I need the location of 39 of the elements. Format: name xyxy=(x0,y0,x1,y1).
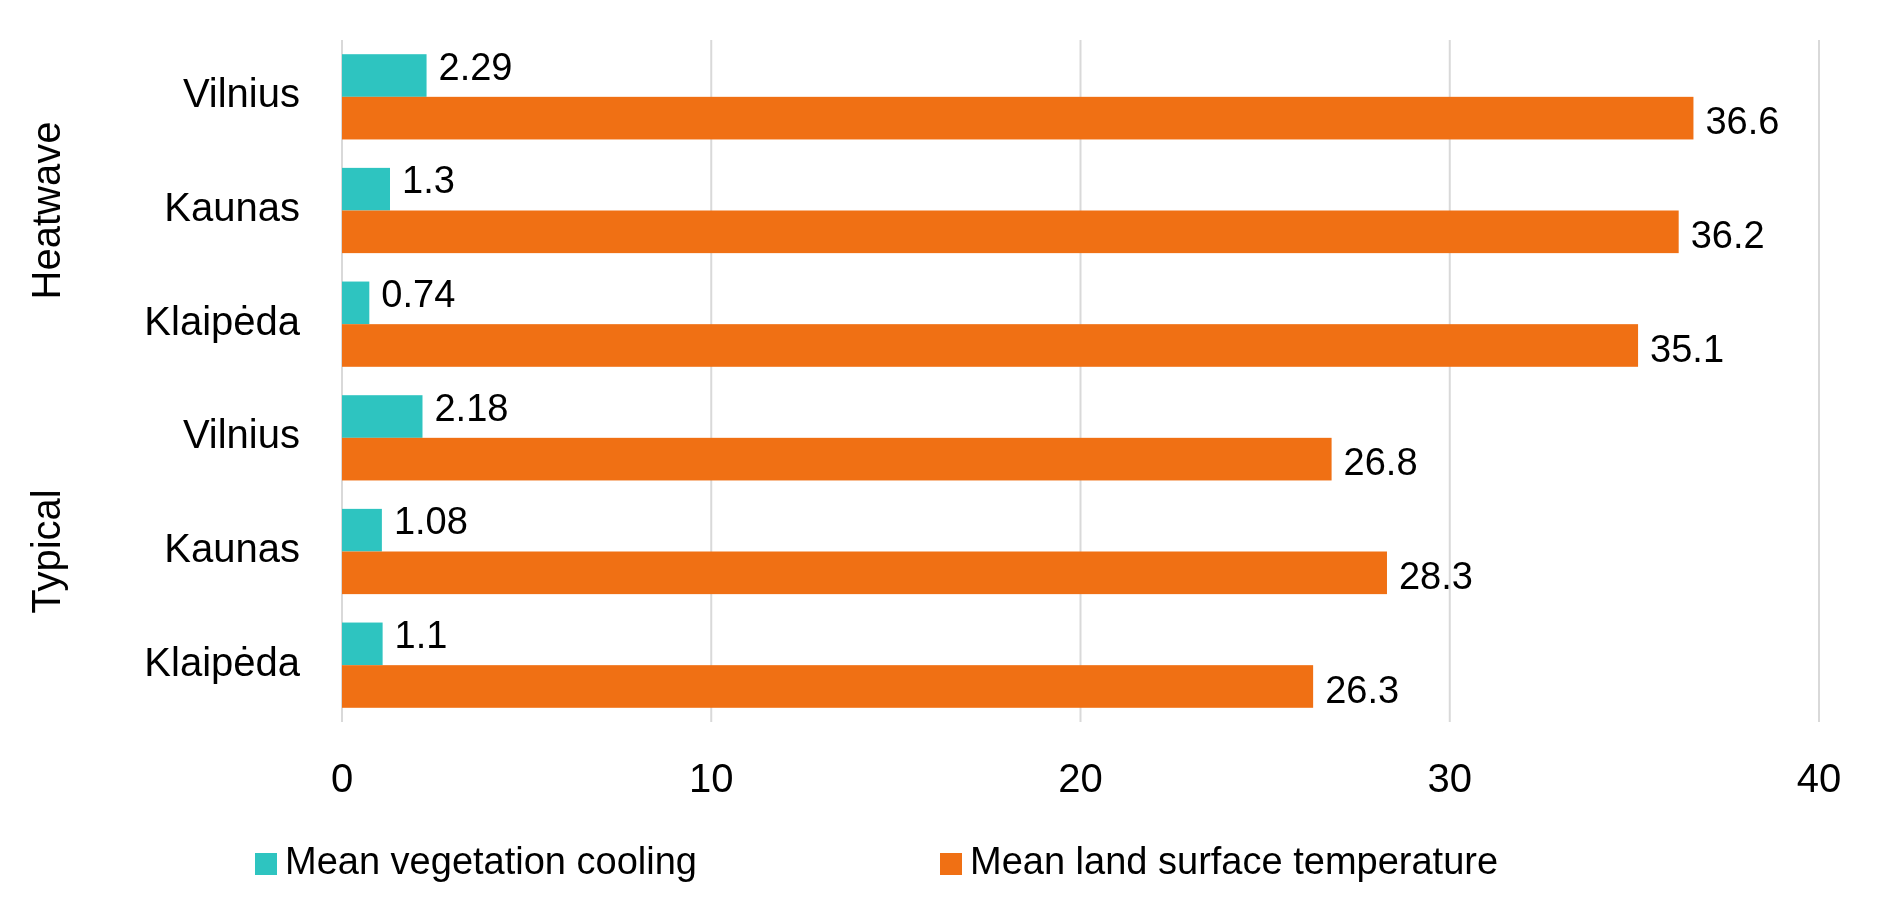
data-label: 1.3 xyxy=(402,159,455,202)
x-tick-label: 10 xyxy=(689,756,734,800)
bar xyxy=(342,281,370,325)
x-tick-label: 40 xyxy=(1796,756,1842,800)
bar xyxy=(342,167,390,211)
text: Heatwave xyxy=(24,121,68,300)
bar xyxy=(342,437,1332,481)
bar xyxy=(342,54,427,97)
data-label: 28.3 xyxy=(1398,554,1473,597)
bar xyxy=(342,210,1679,254)
data-label: 35.1 xyxy=(1650,327,1725,370)
y-tick-label: Kaunas xyxy=(164,185,300,230)
bar xyxy=(342,551,1387,595)
bar xyxy=(342,96,1694,140)
legend-label: Mean vegetation cooling xyxy=(285,840,697,883)
data-label: 2.18 xyxy=(434,386,509,429)
bar xyxy=(342,324,1639,367)
data-label: 36.2 xyxy=(1690,213,1765,256)
legend-label: Mean land surface temperature xyxy=(970,840,1499,883)
data-label: 26.8 xyxy=(1343,441,1418,484)
x-tick-label: 20 xyxy=(1058,756,1103,800)
data-label: 2.29 xyxy=(438,45,513,88)
y-tick-label: Klaipėda xyxy=(144,639,301,684)
bar xyxy=(342,508,382,552)
bar xyxy=(342,622,383,666)
y-tick-label: Vilnius xyxy=(182,412,300,457)
y-tick-label: Kaunas xyxy=(164,526,300,571)
text: Typical xyxy=(24,489,68,614)
y-tick-label: Vilnius xyxy=(182,71,300,116)
bar xyxy=(342,665,1314,708)
data-label: 36.6 xyxy=(1705,100,1780,143)
x-tick-label: 0 xyxy=(330,756,354,800)
data-label: 1.1 xyxy=(394,613,448,656)
y-tick-label: Klaipėda xyxy=(144,298,301,343)
data-label: 26.3 xyxy=(1325,668,1400,711)
x-tick-label: 30 xyxy=(1427,756,1472,800)
bar xyxy=(342,395,423,438)
data-label: 0.74 xyxy=(381,272,456,315)
data-label: 1.08 xyxy=(393,500,468,543)
